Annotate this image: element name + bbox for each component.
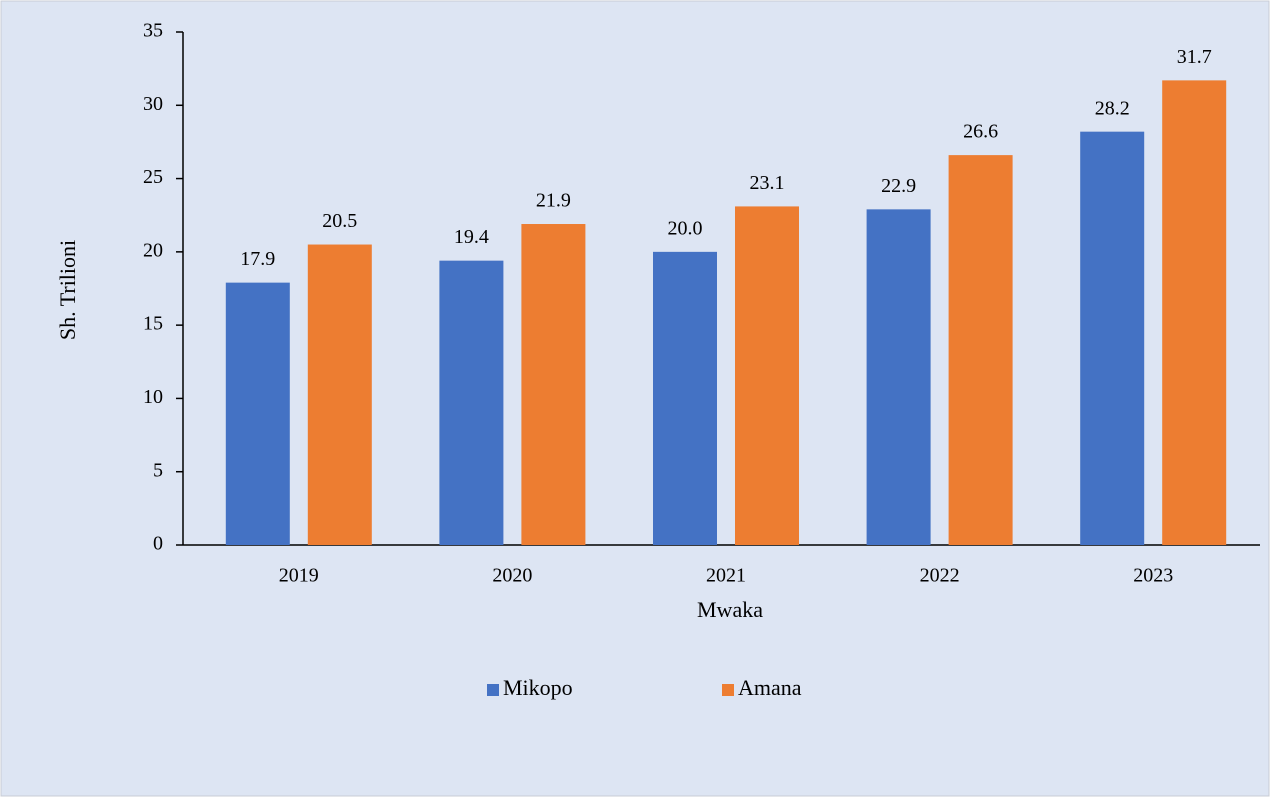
legend-swatch xyxy=(722,684,734,696)
y-tick-label: 35 xyxy=(143,20,163,42)
x-tick-label: 2020 xyxy=(492,565,532,587)
bar xyxy=(1162,80,1227,546)
bar xyxy=(653,251,717,545)
y-tick-label: 20 xyxy=(143,239,163,261)
data-label: 17.9 xyxy=(240,248,275,270)
data-label: 20.5 xyxy=(322,210,357,232)
legend-label: Amana xyxy=(738,675,802,700)
bar xyxy=(866,209,931,545)
x-axis-title: Mwaka xyxy=(697,597,763,622)
legend-label: Mikopo xyxy=(503,675,573,700)
x-tick-label: 2019 xyxy=(279,565,319,587)
data-label: 31.7 xyxy=(1177,46,1212,68)
y-axis-title: Sh. Trilioni xyxy=(55,240,80,340)
bar xyxy=(225,282,290,545)
data-label: 19.4 xyxy=(454,226,489,248)
bar xyxy=(521,224,586,545)
y-tick-label: 5 xyxy=(153,459,163,481)
x-tick-label: 2023 xyxy=(1133,565,1173,587)
y-tick-label: 10 xyxy=(143,386,163,408)
bar xyxy=(439,260,504,545)
y-tick-label: 0 xyxy=(153,533,163,555)
data-label: 21.9 xyxy=(536,190,571,212)
bar xyxy=(307,244,372,545)
y-tick-label: 15 xyxy=(143,313,163,335)
y-tick-label: 30 xyxy=(143,93,163,115)
bar xyxy=(735,206,799,546)
y-tick-label: 25 xyxy=(143,166,163,188)
x-tick-label: 2021 xyxy=(706,565,746,587)
x-tick-label: 2022 xyxy=(920,565,960,587)
bar xyxy=(1080,131,1145,545)
legend-swatch xyxy=(487,684,499,696)
data-label: 28.2 xyxy=(1095,97,1130,119)
data-label: 20.0 xyxy=(668,217,703,239)
data-label: 23.1 xyxy=(750,172,785,194)
data-label: 22.9 xyxy=(881,175,916,197)
data-label: 26.6 xyxy=(963,121,998,143)
bar xyxy=(948,155,1013,545)
